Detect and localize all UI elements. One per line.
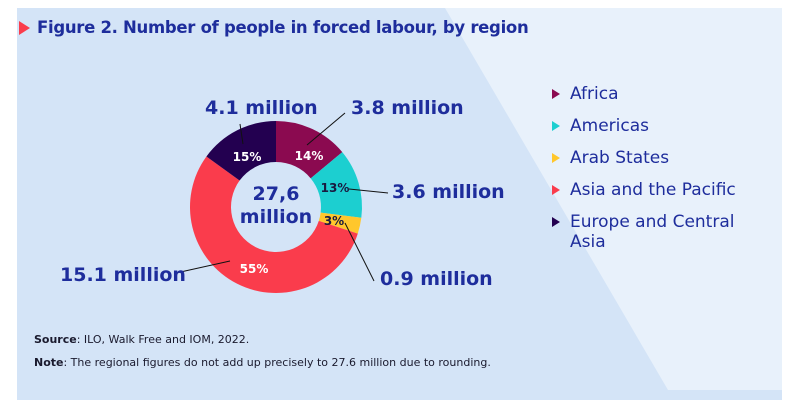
leader-line-arab — [344, 222, 375, 282]
leader-line-europe — [239, 123, 244, 145]
value-label-asia: 15.1 million — [60, 264, 186, 286]
triangle-marker-icon — [19, 20, 30, 35]
slice-asia-and-the-pacific — [189, 156, 358, 294]
legend-item-europe-central-asia: Europe and Central Asia — [552, 212, 752, 252]
pct-label-asia: 55% — [240, 262, 269, 276]
legend-label: Asia and the Pacific — [570, 180, 736, 200]
value-label-africa: 3.8 million — [351, 97, 464, 119]
slice-europe-and-central-asia — [206, 121, 276, 181]
leader-line-americas — [348, 188, 389, 194]
legend-item-africa: Africa — [552, 84, 752, 104]
legend-marker-icon — [552, 217, 560, 227]
note-text: : The regional figures do not add up pre… — [63, 356, 491, 369]
center-value: 27,6 — [253, 183, 300, 205]
leader-line-asia — [175, 260, 231, 274]
legend-marker-icon — [552, 121, 560, 131]
pct-label-africa: 14% — [295, 149, 324, 163]
pct-label-americas: 13% — [321, 181, 350, 195]
source-note: Source: ILO, Walk Free and IOM, 2022. — [34, 333, 491, 346]
figure-title-text: Figure 2. Number of people in forced lab… — [37, 18, 529, 37]
value-label-arab: 0.9 million — [380, 268, 493, 290]
source-text: : ILO, Walk Free and IOM, 2022. — [76, 333, 250, 346]
legend-marker-icon — [552, 185, 560, 195]
notes: Source: ILO, Walk Free and IOM, 2022. No… — [34, 333, 491, 379]
figure-title: Figure 2. Number of people in forced lab… — [19, 18, 529, 37]
legend-item-americas: Americas — [552, 116, 752, 136]
center-unit: million — [240, 206, 312, 228]
rounding-note: Note: The regional figures do not add up… — [34, 356, 491, 369]
legend-label: Africa — [570, 84, 619, 104]
legend-marker-icon — [552, 153, 560, 163]
legend-item-arab-states: Arab States — [552, 148, 752, 168]
source-label: Source — [34, 333, 77, 346]
legend-label: Arab States — [570, 148, 670, 168]
pct-label-arab: 3% — [324, 214, 344, 228]
slice-arab-states — [318, 212, 362, 234]
legend-marker-icon — [552, 89, 560, 99]
note-label: Note — [34, 356, 64, 369]
value-label-europe: 4.1 million — [205, 97, 318, 119]
legend-label: Europe and Central Asia — [570, 212, 735, 252]
legend: Africa Americas Arab States Asia and the… — [552, 84, 752, 264]
pct-label-europe: 15% — [233, 150, 262, 164]
legend-label: Americas — [570, 116, 649, 136]
slice-americas — [310, 152, 362, 218]
legend-item-asia-pacific: Asia and the Pacific — [552, 180, 752, 200]
value-label-americas: 3.6 million — [392, 181, 505, 203]
slice-africa — [276, 121, 343, 179]
leader-line-africa — [306, 112, 346, 146]
